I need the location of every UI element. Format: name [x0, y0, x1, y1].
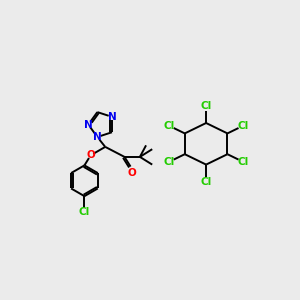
Text: Cl: Cl — [237, 121, 248, 131]
Text: Cl: Cl — [164, 121, 175, 131]
Text: Cl: Cl — [200, 176, 212, 187]
Text: Cl: Cl — [79, 207, 90, 217]
Text: N: N — [93, 132, 102, 142]
Text: O: O — [128, 168, 136, 178]
Text: Cl: Cl — [164, 157, 175, 166]
Text: Cl: Cl — [237, 157, 248, 166]
Text: N: N — [84, 119, 93, 130]
Text: O: O — [86, 150, 95, 160]
Text: N: N — [108, 112, 116, 122]
Text: Cl: Cl — [200, 101, 212, 111]
